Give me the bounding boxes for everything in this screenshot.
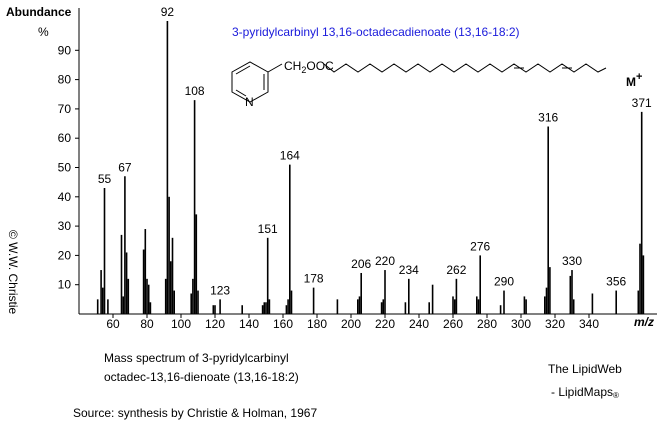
site-name: The LipidWeb bbox=[548, 362, 622, 376]
structure-sub: 2 bbox=[301, 65, 306, 75]
peak-label: 92 bbox=[161, 5, 175, 19]
x-tick-label: 200 bbox=[341, 317, 361, 331]
peak-label: 178 bbox=[304, 272, 324, 286]
source: Source: synthesis by Christie & Holman, … bbox=[73, 406, 317, 420]
x-tick-label: 320 bbox=[545, 317, 565, 331]
y-tick-label: 30 bbox=[58, 219, 72, 233]
peak-label: 206 bbox=[351, 257, 371, 271]
x-tick-label: 340 bbox=[579, 317, 599, 331]
peak-label: 356 bbox=[606, 275, 626, 289]
peak-label: 371 bbox=[632, 96, 652, 110]
x-tick-label: 260 bbox=[443, 317, 463, 331]
peak-label: 290 bbox=[494, 275, 514, 289]
copyright: © W.W. Christie bbox=[6, 230, 20, 315]
x-tick-label: 300 bbox=[511, 317, 531, 331]
peak-label: 262 bbox=[446, 263, 466, 277]
peak-label: 316 bbox=[538, 110, 558, 124]
y-tick-label: 60 bbox=[58, 131, 72, 145]
x-axis-label: m/z bbox=[634, 315, 654, 329]
m-sup: + bbox=[636, 71, 642, 83]
x-tick-label: 220 bbox=[375, 317, 395, 331]
site-reg: ® bbox=[613, 391, 619, 400]
structure bbox=[231, 61, 607, 103]
peak-label: 164 bbox=[280, 149, 300, 163]
peak-label: 330 bbox=[562, 254, 582, 268]
peak-label: 151 bbox=[258, 222, 278, 236]
x-tick-label: 160 bbox=[273, 317, 293, 331]
x-tick-label: 120 bbox=[205, 317, 225, 331]
y-axis-label: Abundance bbox=[6, 5, 72, 19]
y-tick-label: 10 bbox=[58, 278, 72, 292]
x-tick-label: 140 bbox=[239, 317, 259, 331]
peak-label: 55 bbox=[98, 172, 112, 186]
chart-title: 3-pyridylcarbinyl 13,16-octadecadienoate… bbox=[232, 25, 520, 39]
x-tick-label: 280 bbox=[477, 317, 497, 331]
site-name: - LipidMaps® bbox=[551, 385, 619, 400]
x-tick-label: 180 bbox=[307, 317, 327, 331]
structure-n: N bbox=[245, 95, 254, 109]
structure-ch: CH bbox=[284, 59, 301, 73]
molecular-ion: M+ bbox=[626, 71, 642, 89]
x-tick-label: 240 bbox=[409, 317, 429, 331]
y-tick-label: 70 bbox=[58, 102, 72, 116]
caption-line: Mass spectrum of 3-pyridylcarbinyl bbox=[104, 351, 289, 365]
structure-ooc: OOC bbox=[306, 59, 334, 73]
y-tick-label: 80 bbox=[58, 73, 72, 87]
y-unit: % bbox=[38, 25, 49, 39]
peak-label: 220 bbox=[375, 254, 395, 268]
x-tick-label: 80 bbox=[140, 317, 154, 331]
y-tick-label: 90 bbox=[58, 43, 72, 57]
peak-label: 67 bbox=[118, 160, 132, 174]
peak-label: 123 bbox=[210, 283, 230, 297]
y-tick-label: 50 bbox=[58, 161, 72, 175]
caption-line: octadec-13,16-dienoate (13,16-18:2) bbox=[104, 370, 299, 384]
y-tick-label: 20 bbox=[58, 248, 72, 262]
x-tick-label: 60 bbox=[106, 317, 120, 331]
x-tick-label: 100 bbox=[171, 317, 191, 331]
m-letter: M bbox=[626, 75, 636, 89]
peak-label: 108 bbox=[185, 84, 205, 98]
structure-group: CH2OOC bbox=[284, 59, 334, 75]
peak-label: 276 bbox=[470, 239, 490, 253]
peak-label: 234 bbox=[399, 263, 419, 277]
site-sub: - LipidMaps bbox=[551, 385, 613, 399]
y-tick-label: 40 bbox=[58, 190, 72, 204]
